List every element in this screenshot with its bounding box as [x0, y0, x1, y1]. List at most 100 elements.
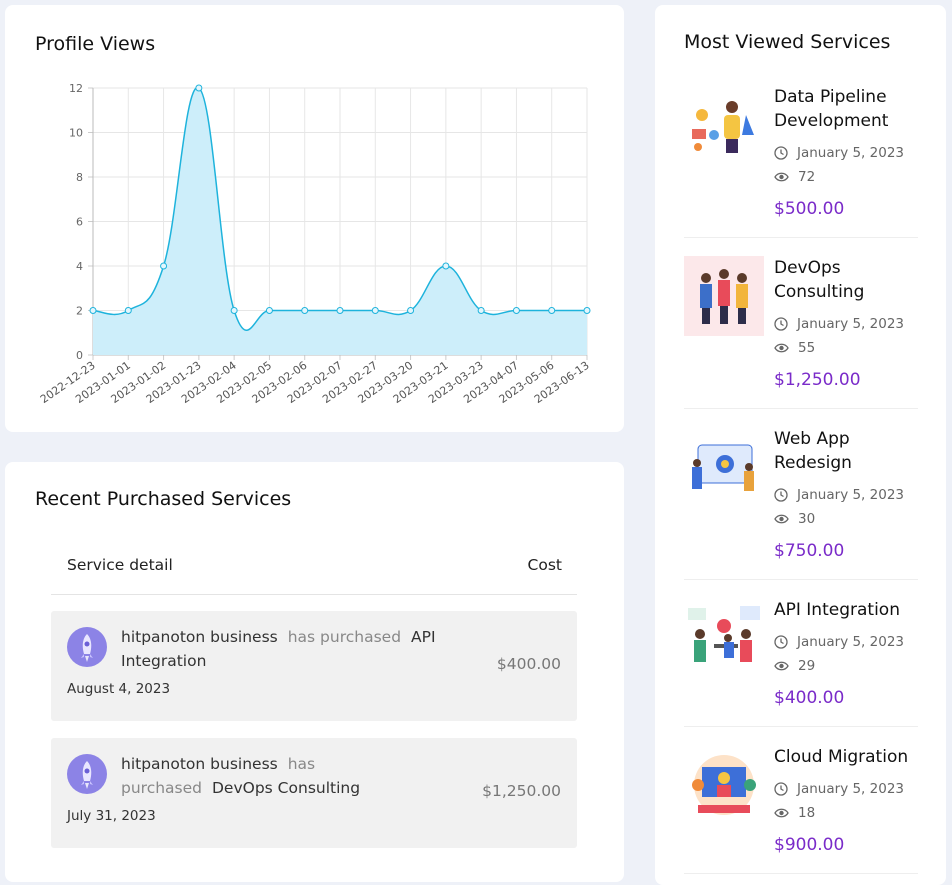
eye-icon [774, 172, 789, 182]
service-date: January 5, 2023 [797, 634, 904, 650]
chart: Profile Views 0246810122022-12-232023-01… [35, 33, 592, 406]
purchase-text: hitpanoton business has purchased API Inte… [121, 625, 466, 673]
clock-icon [774, 317, 788, 331]
recent-purchases-card: Recent Purchased Services Service detail… [5, 462, 624, 882]
service-date-row: January 5, 2023 [774, 777, 918, 801]
point [336, 307, 344, 314]
section-title: Recent Purchased Services [35, 488, 292, 510]
service-views-row: 18 [774, 801, 918, 825]
profile-views-card: Profile Views 0 2 4 6 8 10 12 2022-12-23 2023-01… [5, 5, 624, 432]
service-image [684, 427, 764, 507]
point [230, 307, 238, 314]
avatar-wrap [67, 754, 107, 794]
illustration [684, 427, 764, 507]
service-price: $900.00 [774, 835, 845, 855]
service-text: API Integration January 5, 2023 29 $400.00 [774, 598, 918, 708]
purchase-date: August 4, 2023 [67, 681, 171, 697]
divider [51, 594, 577, 595]
point [195, 84, 203, 92]
eye-icon [774, 808, 789, 818]
column-header: Service detail [67, 556, 173, 574]
service-item: DevOps Consulting January 5, 2023 55 $1,250… [684, 238, 918, 409]
y-tick-label: 6 [76, 216, 83, 229]
service-date: January 5, 2023 [797, 487, 904, 503]
point [89, 307, 97, 314]
service-image [684, 598, 764, 678]
service-item: Cloud Migration January 5, 2023 18 $900.00 [684, 727, 918, 874]
purchase-row: hitpanoton business has purchased DevOps C… [51, 738, 577, 848]
y-tick-label: 12 [69, 82, 83, 95]
service-price: $400.00 [774, 688, 845, 708]
service-image [684, 85, 764, 165]
eye-icon [774, 661, 789, 671]
service-text: Web App Redesign January 5, 2023 30 $750.00 [774, 427, 918, 561]
buyer: hitpanoton business [121, 628, 278, 646]
clock-icon [774, 146, 788, 160]
buyer: hitpanoton business [121, 755, 278, 773]
service-views-row: 30 [774, 507, 918, 531]
service: DevOps Consulting [212, 779, 361, 797]
purchase-text: hitpanoton business has purchased DevOps C… [121, 752, 466, 800]
clock-icon [774, 488, 788, 502]
service-date-row: January 5, 2023 [774, 483, 918, 507]
point [371, 307, 379, 314]
service-name: Cloud Migration [774, 747, 909, 767]
page: Profile Views 0 2 4 6 8 10 12 2022-12-23 2023-01… [5, 5, 946, 885]
service-price: $1,250.00 [774, 370, 861, 390]
service-views-row: 29 [774, 654, 918, 678]
service-list: Data Pipeline Development January 5, 2023… [684, 67, 918, 874]
purchase-cost: $400.00 [496, 655, 561, 673]
service-item: API Integration January 5, 2023 29 $400.00 [684, 580, 918, 727]
area [93, 87, 587, 355]
point [301, 307, 309, 314]
service-date-row: January 5, 2023 [774, 141, 918, 165]
purchase-date: July 31, 2023 [67, 808, 156, 824]
illustration [684, 745, 764, 825]
illustration [684, 85, 764, 165]
service-date: January 5, 2023 [797, 781, 904, 797]
clock-icon [774, 782, 788, 796]
service-text: Data Pipeline Development January 5, 2023… [774, 85, 918, 219]
point [442, 262, 450, 270]
y-tick-label: 0 [76, 349, 83, 362]
y-tick-label: 10 [69, 127, 83, 140]
service-views: 30 [798, 511, 816, 527]
point [583, 307, 591, 314]
illustration [684, 256, 764, 336]
service-price: $500.00 [774, 199, 845, 219]
point [407, 307, 415, 314]
service-views-row: 72 [774, 165, 918, 189]
service-name: API Integration [774, 600, 900, 620]
service-image [684, 256, 764, 336]
service-views: 55 [798, 340, 816, 356]
service-text: DevOps Consulting January 5, 2023 55 $1,250… [774, 256, 918, 390]
purchase-row: hitpanoton business has purchased API Inte… [51, 611, 577, 721]
service-name: Data Pipeline Development [774, 87, 889, 131]
point [124, 307, 132, 314]
eye-icon [774, 343, 789, 353]
section-title: Most Viewed Services [684, 31, 891, 53]
service-price: $750.00 [774, 541, 845, 561]
illustration [684, 598, 764, 678]
point [477, 307, 485, 314]
chart-title: Profile Views [35, 33, 155, 55]
service: API Integration [121, 628, 436, 670]
service-views: 29 [798, 658, 816, 674]
service-views-row: 55 [774, 336, 918, 360]
service-name: Web App Redesign [774, 429, 852, 473]
most-viewed-card: Most Viewed Services Data Pipeline Devel… [655, 5, 946, 885]
service-text: Cloud Migration January 5, 2023 18 $900.00 [774, 745, 918, 855]
point [548, 307, 556, 314]
action: has purchased [121, 755, 316, 797]
y-tick-label: 8 [76, 171, 83, 184]
y-tick-label: 4 [76, 260, 83, 273]
service-image [684, 745, 764, 825]
y-tick-label: 2 [76, 305, 83, 318]
service-item: Data Pipeline Development January 5, 2023… [684, 67, 918, 238]
service-date-row: January 5, 2023 [774, 630, 918, 654]
avatar [67, 754, 107, 794]
point [512, 307, 520, 314]
service-name: DevOps Consulting [774, 258, 865, 302]
service-views: 18 [798, 805, 816, 821]
eye-icon [774, 514, 789, 524]
